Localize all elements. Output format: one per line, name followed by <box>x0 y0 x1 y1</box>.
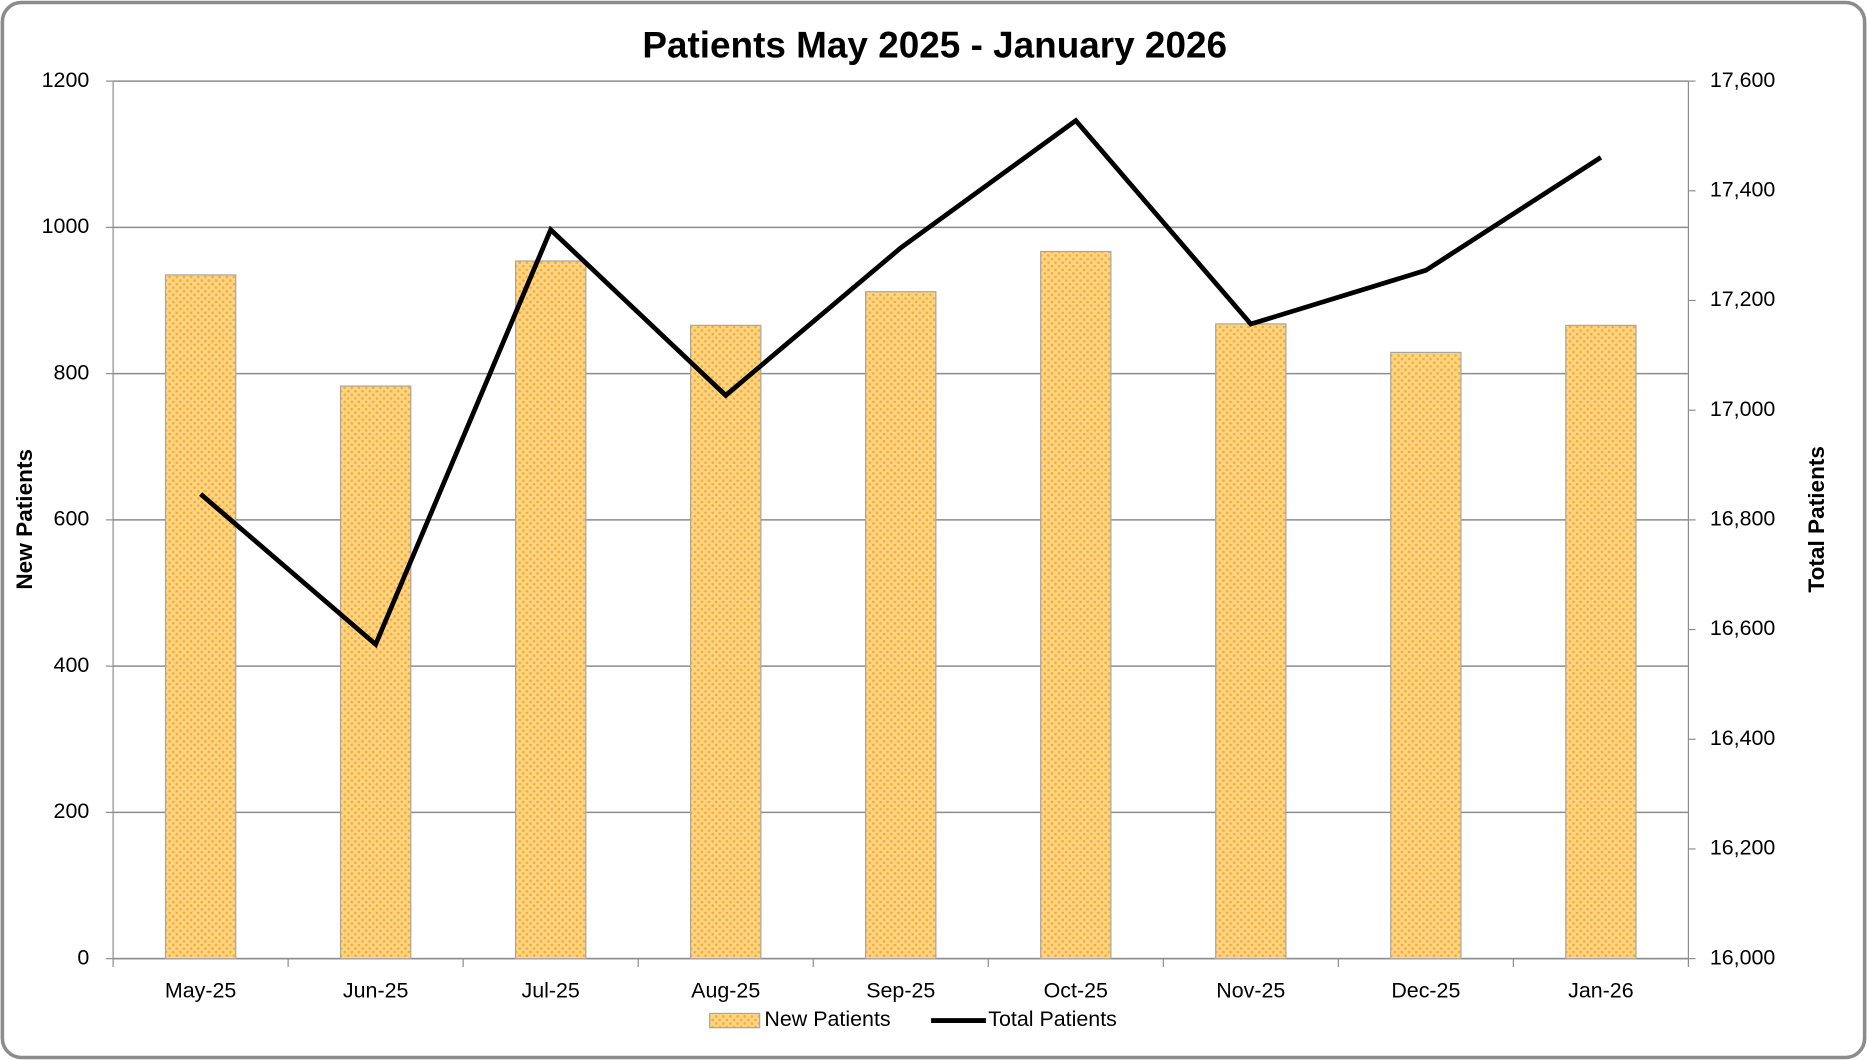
x-tick-label: Jun-25 <box>343 979 409 1003</box>
y-tick-label: 600 <box>54 507 90 531</box>
line <box>199 117 1603 649</box>
x-tick-label: May-25 <box>165 979 237 1003</box>
bar <box>865 291 937 960</box>
chart-title: Patients May 2025 - January 2026 <box>642 25 1227 66</box>
legend-label: New Patients <box>764 1007 890 1031</box>
x-tick-label: Jul-25 <box>522 979 580 1003</box>
y-tick-label: 800 <box>54 360 90 384</box>
y-axis-title: New Patients <box>12 449 37 590</box>
bar <box>1215 323 1287 960</box>
bar <box>690 324 762 960</box>
y2-tick-label: 17,000 <box>1710 397 1776 421</box>
y2-tick-label: 16,600 <box>1710 616 1776 640</box>
y2-tick-label: 16,400 <box>1710 726 1776 750</box>
y2-axis-title: Total Patients <box>1804 446 1829 593</box>
x-tick-label: Jan-26 <box>1568 979 1634 1003</box>
y-tick-label: 400 <box>54 653 90 677</box>
bar <box>164 274 237 960</box>
y2-tick-label: 16,000 <box>1710 945 1776 969</box>
x-tick-label: Dec-25 <box>1391 979 1460 1003</box>
y-tick-label: 1000 <box>42 214 90 238</box>
x-tick-label: Aug-25 <box>691 979 760 1003</box>
bar <box>339 385 412 960</box>
legend-swatch <box>709 1012 761 1029</box>
x-tick-label: Oct-25 <box>1044 979 1108 1003</box>
bar <box>1565 324 1637 960</box>
y-tick-label: 0 <box>77 945 89 969</box>
x-tick-label: Nov-25 <box>1216 979 1285 1003</box>
y-tick-label: 200 <box>54 799 90 823</box>
y2-tick-label: 17,600 <box>1710 68 1776 92</box>
x-tick-label: Sep-25 <box>866 979 935 1003</box>
bar <box>1390 351 1462 960</box>
y2-tick-label: 17,200 <box>1710 287 1776 311</box>
y2-tick-label: 16,200 <box>1710 836 1776 860</box>
y-tick-label: 1200 <box>42 68 90 92</box>
y2-tick-label: 16,800 <box>1710 507 1776 531</box>
y2-tick-label: 17,400 <box>1710 177 1776 201</box>
bar <box>514 260 587 960</box>
bar <box>1040 250 1112 960</box>
legend-label: Total Patients <box>988 1007 1117 1031</box>
